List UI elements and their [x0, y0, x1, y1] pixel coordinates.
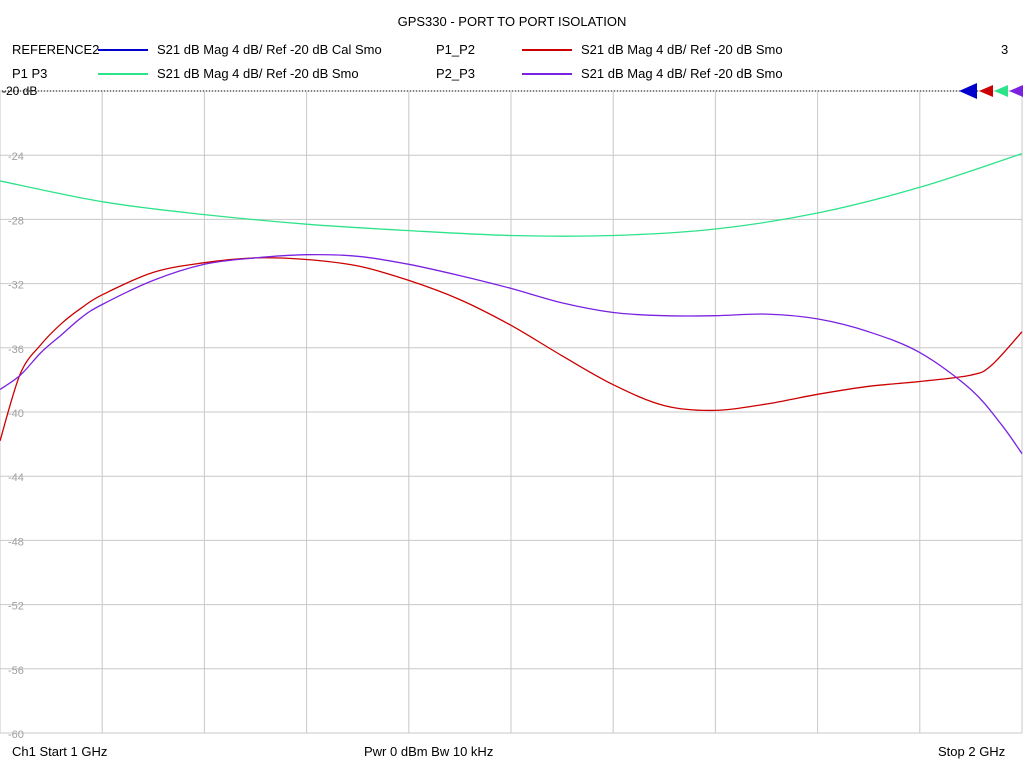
ref-marker-reference2 — [959, 83, 977, 99]
legend-desc-reference2: S21 dB Mag 4 dB/ Ref -20 dB Cal Smo — [157, 42, 382, 57]
footer-stop: Stop 2 GHz — [938, 744, 1006, 759]
legend-swatch-reference2 — [98, 49, 148, 51]
y-tick-label: -32 — [8, 280, 24, 292]
legend-desc-p1-p2: S21 dB Mag 4 dB/ Ref -20 dB Smo — [581, 42, 783, 57]
grid — [0, 90, 1023, 734]
y-tick-labels: -24 -28 -32 -36 -40 -44 -48 -52 -56 -60 — [8, 151, 24, 741]
y-tick-label: -48 — [8, 536, 24, 548]
y-tick-label: -60 — [8, 729, 24, 741]
footer-power-bandwidth: Pwr 0 dBm Bw 10 kHz — [364, 744, 494, 759]
trace-count: 3 — [1001, 42, 1009, 57]
ref-marker-p2-p3 — [1009, 85, 1023, 97]
ref-marker-p1-p3 — [994, 85, 1008, 97]
y-tick-label: -24 — [8, 151, 24, 163]
y-tick-label: -36 — [8, 344, 24, 356]
legend-swatch-p1-p3 — [98, 73, 148, 75]
y-tick-label: -56 — [8, 665, 24, 677]
legend-swatch-p1-p2 — [522, 49, 572, 51]
ref-marker-p1-p2 — [979, 85, 993, 97]
legend-swatch-p2-p3 — [522, 73, 572, 75]
reference-level-label: -20 dB — [2, 84, 37, 98]
legend-name-p1-p3: P1 P3 — [12, 66, 48, 81]
y-tick-label: -44 — [8, 472, 24, 484]
traces — [0, 152, 1023, 455]
trace-p1-p3 — [0, 152, 1023, 237]
legend-name-p2-p3: P2_P3 — [436, 66, 476, 81]
reference-markers — [959, 83, 1023, 99]
y-tick-label: -52 — [8, 601, 24, 613]
legend-name-reference2: REFERENCE2 — [12, 42, 100, 57]
legend-desc-p1-p3: S21 dB Mag 4 dB/ Ref -20 dB Smo — [157, 66, 359, 81]
legend-name-p1-p2: P1_P2 — [436, 42, 476, 57]
legend-desc-p2-p3: S21 dB Mag 4 dB/ Ref -20 dB Smo — [581, 66, 783, 81]
chart-title: GPS330 - PORT TO PORT ISOLATION — [397, 14, 627, 29]
footer-start: Ch1 Start 1 GHz — [12, 744, 108, 759]
trace-p2-p3 — [0, 253, 1023, 455]
y-tick-label: -28 — [8, 215, 24, 227]
trace-p1-p2 — [0, 257, 1023, 442]
y-tick-label: -40 — [8, 408, 24, 420]
